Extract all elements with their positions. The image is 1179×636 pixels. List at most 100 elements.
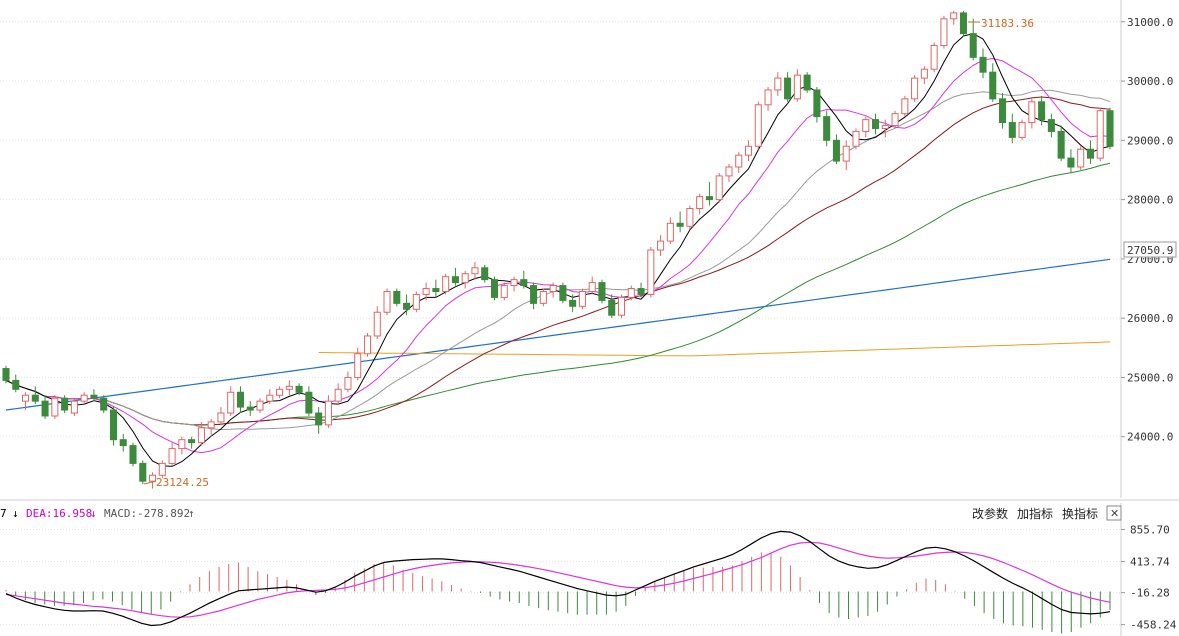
- candle-body: [920, 68, 928, 79]
- candle-body: [500, 285, 508, 298]
- candle-body: [1106, 110, 1114, 147]
- candle-body: [862, 119, 870, 132]
- candle-body: [959, 12, 967, 35]
- candle: [617, 294, 626, 319]
- candle-body: [412, 293, 420, 310]
- candle: [70, 398, 78, 416]
- candle: [901, 95, 909, 117]
- macd-legend-value: MACD:-278.892: [104, 507, 190, 520]
- modify-params-button[interactable]: 改参数: [972, 506, 1008, 521]
- candle: [666, 217, 674, 245]
- dea-legend: DEA:16.958: [26, 507, 92, 520]
- candle-body: [696, 196, 704, 210]
- candle-body: [569, 299, 577, 307]
- candle: [1106, 107, 1114, 150]
- candle-body: [617, 296, 626, 316]
- candle: [197, 421, 205, 446]
- add-indicator-button[interactable]: 加指标: [1017, 506, 1053, 521]
- candle-body: [735, 154, 743, 168]
- candle: [676, 211, 684, 233]
- candle-body: [207, 421, 215, 429]
- candle-body: [334, 388, 342, 402]
- ma-black-line: [5, 33, 1111, 467]
- candle-body: [940, 18, 948, 46]
- candle: [334, 383, 342, 405]
- candle-body: [510, 279, 518, 287]
- candle-body: [285, 385, 293, 390]
- candle-body: [950, 12, 958, 20]
- candle-body: [666, 222, 674, 242]
- candle: [266, 389, 274, 405]
- candle: [12, 374, 20, 393]
- candle-body: [989, 71, 997, 100]
- candle: [61, 395, 69, 414]
- candle: [324, 395, 332, 428]
- candle-body: [266, 394, 274, 402]
- candle: [217, 407, 225, 425]
- candle-body: [754, 104, 762, 147]
- macd-lines: [5, 530, 1111, 627]
- ma-gray-line: [5, 89, 1111, 431]
- candle-body: [119, 439, 127, 447]
- candle-body: [109, 409, 117, 441]
- candle: [373, 306, 381, 339]
- candle: [862, 116, 870, 138]
- candle-body: [41, 400, 49, 417]
- candle: [754, 101, 762, 150]
- switch-indicator-button[interactable]: 换指标: [1062, 506, 1098, 521]
- ma-blue-line: [5, 258, 1111, 411]
- candle: [999, 92, 1007, 129]
- candle: [774, 72, 782, 96]
- candlesticks: [2, 10, 1114, 489]
- candle: [959, 10, 967, 37]
- candle-body: [344, 376, 352, 390]
- candle: [363, 332, 372, 357]
- candle: [22, 392, 30, 411]
- candle-body: [305, 391, 313, 414]
- high-annotation: 31183.36: [968, 17, 1034, 30]
- candle-body: [881, 125, 889, 129]
- moving-average-lines: [5, 33, 1111, 467]
- candle: [109, 407, 117, 446]
- candle: [1077, 146, 1085, 170]
- candle-body: [559, 285, 567, 301]
- candle: [490, 276, 499, 301]
- candle-body: [930, 44, 938, 70]
- candle: [2, 365, 10, 384]
- candle-body: [168, 448, 176, 464]
- macd-histogram: [5, 552, 1111, 634]
- candle: [842, 140, 850, 170]
- dea-line: [5, 541, 1111, 618]
- candle-body: [784, 77, 792, 100]
- candle-body: [647, 249, 655, 295]
- candle: [315, 407, 323, 434]
- candle-body: [315, 412, 323, 426]
- candle: [422, 282, 430, 301]
- candle-body: [393, 290, 401, 304]
- candle-body: [178, 439, 186, 450]
- candle: [920, 66, 928, 85]
- candle-body: [236, 391, 245, 408]
- dea-arrow-icon: ↓: [90, 507, 97, 520]
- ma-green-line: [5, 162, 1111, 426]
- price-tick-label: 24000.0: [1127, 431, 1173, 444]
- candle-body: [22, 394, 30, 402]
- macd-tick-label: 855.70: [1130, 524, 1170, 537]
- candle-body: [324, 400, 332, 426]
- candle-body: [129, 445, 137, 464]
- high-annotation-label: 31183.36: [981, 17, 1034, 30]
- candle: [393, 288, 401, 307]
- candle: [295, 383, 303, 396]
- candle: [969, 18, 977, 61]
- candle-body: [725, 166, 733, 177]
- current-price-box: [1123, 241, 1177, 258]
- candle-body: [383, 290, 391, 313]
- close-button[interactable]: [1106, 505, 1122, 521]
- candle: [139, 460, 147, 485]
- candle: [149, 472, 157, 489]
- candle: [178, 436, 186, 455]
- price-tick-label: 28000.0: [1127, 194, 1173, 207]
- candle: [657, 235, 665, 256]
- candle-body: [588, 282, 596, 292]
- candle-body: [51, 397, 59, 417]
